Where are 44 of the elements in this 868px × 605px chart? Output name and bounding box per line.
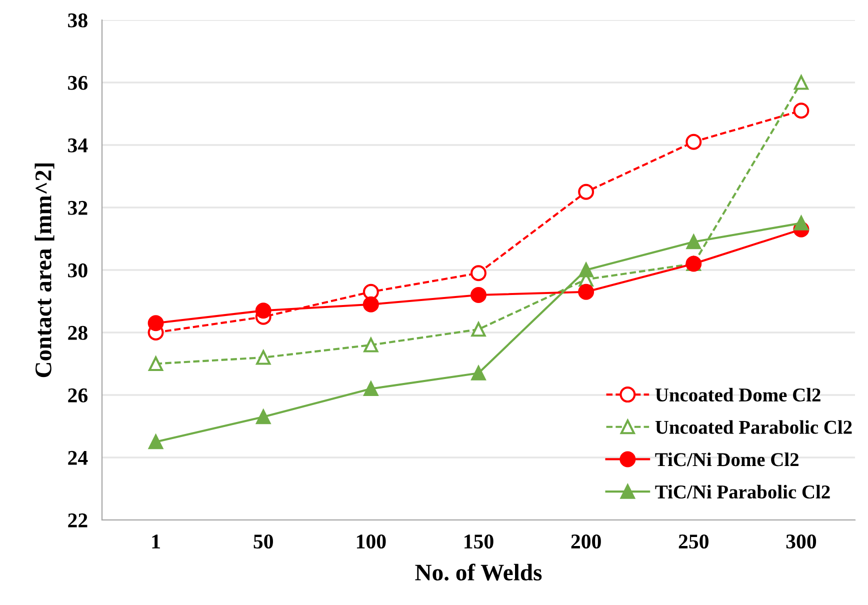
point — [256, 410, 271, 424]
point — [578, 184, 594, 200]
point — [364, 338, 378, 352]
point — [471, 322, 486, 337]
point — [794, 216, 809, 230]
legend-label: TiC/Ni Dome Cl2 — [655, 452, 798, 466]
point — [148, 315, 164, 332]
point — [686, 134, 702, 150]
point — [578, 284, 594, 300]
point — [794, 75, 809, 90]
legend-label: Uncoated Dome Cl2 — [655, 388, 820, 402]
y-tick-label: 24 — [68, 450, 88, 465]
point — [255, 302, 272, 319]
y-tick-label: 30 — [68, 263, 88, 278]
y-tick-label: 36 — [68, 76, 88, 90]
x-axis-title: No. of Welds — [415, 564, 542, 581]
point — [470, 287, 486, 303]
legend-label: Uncoated Parabolic Cl2 — [655, 420, 852, 434]
point — [364, 381, 378, 396]
point — [578, 262, 594, 278]
x-tick-label: 150 — [464, 534, 494, 549]
point — [471, 366, 486, 380]
point — [470, 265, 486, 282]
point — [256, 350, 271, 365]
point — [793, 102, 810, 119]
point — [686, 234, 701, 250]
x-tick-label: 300 — [786, 534, 816, 549]
x-tick-label: 250 — [678, 534, 708, 549]
y-tick-label: 38 — [68, 13, 88, 28]
x-tick-label: 50 — [254, 534, 273, 549]
y-tick-label: 26 — [68, 388, 88, 402]
y-tick-label: 28 — [68, 326, 88, 340]
point — [148, 356, 164, 372]
y-axis-title: Contact area [mm^2] — [34, 163, 54, 378]
x-tick-label: 1 — [152, 534, 160, 548]
y-tick-label: 34 — [68, 138, 88, 152]
y-tick-label: 32 — [68, 200, 88, 215]
x-tick-label: 200 — [571, 534, 601, 549]
x-tick-label: 100 — [356, 534, 386, 549]
point — [148, 434, 164, 450]
point — [362, 284, 379, 300]
legend-label: TiC/Ni Parabolic Cl2 — [655, 484, 830, 499]
y-tick-label: 22 — [68, 513, 88, 528]
point — [362, 296, 379, 312]
